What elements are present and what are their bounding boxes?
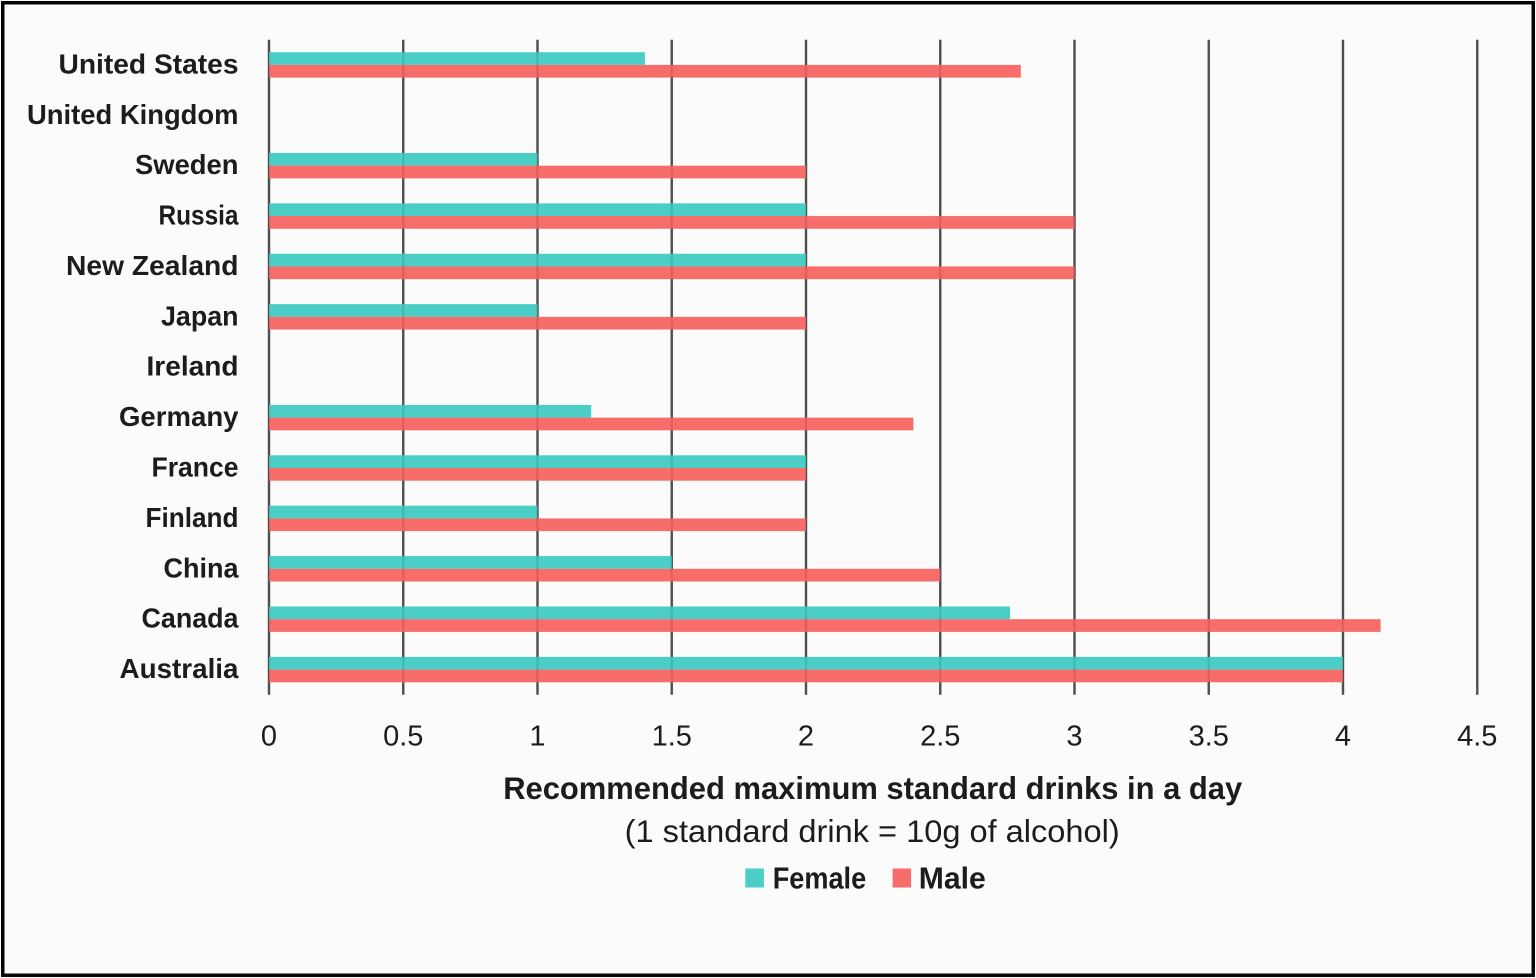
svg-text:Male: Male: [919, 860, 986, 895]
svg-text:0: 0: [261, 721, 277, 753]
svg-text:France: France: [152, 452, 239, 483]
svg-text:Germany: Germany: [119, 401, 239, 432]
svg-text:2: 2: [798, 721, 814, 753]
svg-text:New Zealand: New Zealand: [66, 250, 239, 281]
svg-text:(1 standard drink = 10g of alc: (1 standard drink = 10g of alcohol): [625, 814, 1120, 849]
svg-text:Sweden: Sweden: [135, 149, 239, 180]
svg-text:Ireland: Ireland: [147, 351, 239, 382]
svg-text:United States: United States: [59, 48, 239, 79]
svg-text:1.5: 1.5: [652, 721, 692, 753]
svg-text:Australia: Australia: [120, 653, 239, 684]
svg-text:Female: Female: [773, 860, 867, 895]
svg-text:0.5: 0.5: [383, 721, 423, 753]
svg-text:Recommended maximum standard d: Recommended maximum standard drinks in a…: [503, 770, 1242, 806]
svg-text:3.5: 3.5: [1189, 721, 1229, 753]
svg-text:Finland: Finland: [146, 502, 239, 533]
svg-text:Canada: Canada: [142, 603, 239, 634]
svg-text:China: China: [164, 552, 239, 583]
svg-text:Russia: Russia: [159, 200, 239, 231]
svg-text:Japan: Japan: [161, 300, 239, 331]
svg-text:4: 4: [1335, 721, 1351, 753]
svg-text:2.5: 2.5: [920, 721, 960, 753]
svg-text:1: 1: [529, 721, 545, 753]
svg-text:United Kingdom: United Kingdom: [27, 99, 239, 130]
svg-text:3: 3: [1066, 721, 1082, 753]
svg-text:4.5: 4.5: [1457, 721, 1497, 753]
